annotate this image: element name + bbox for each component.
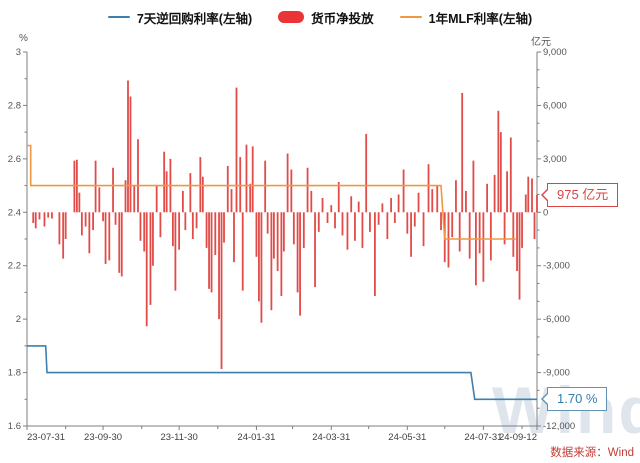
right-tick-label: 0 bbox=[543, 207, 548, 218]
legend-label: 1年MLF利率(左轴) bbox=[428, 11, 533, 26]
left-tick-label: 3 bbox=[16, 47, 21, 58]
bar-swatch-icon bbox=[278, 11, 305, 23]
bar-value-callout-text: 975 亿元 bbox=[557, 186, 609, 202]
mlf-rate-line bbox=[27, 144, 516, 240]
left-tick-label: 2.4 bbox=[8, 207, 21, 218]
left-tick-label: 1.8 bbox=[8, 368, 21, 379]
left-tick-label: 2 bbox=[16, 314, 21, 325]
left-tick-label: 2.2 bbox=[8, 261, 21, 272]
right-tick-label: -12,000 bbox=[543, 421, 575, 432]
right-tick-label: -3,000 bbox=[543, 261, 570, 272]
bar-value-callout: 975 亿元 bbox=[540, 182, 619, 207]
legend-item-repo7d[interactable]: 7天逆回购利率(左轴) bbox=[107, 8, 253, 27]
net-injection-bars bbox=[32, 80, 538, 370]
x-tick-label: 24-07-31 bbox=[464, 432, 502, 443]
repo-rate-line bbox=[27, 345, 537, 401]
line-value-callout: 1.70 % bbox=[540, 387, 608, 412]
legend-item-mlf1y[interactable]: 1年MLF利率(左轴) bbox=[399, 8, 533, 27]
legend-label: 货币净投放 bbox=[311, 11, 374, 26]
x-tick-label: 24-09-12 bbox=[499, 432, 537, 443]
legend: 7天逆回购利率(左轴) 货币净投放 1年MLF利率(左轴) bbox=[0, 6, 640, 28]
right-axis-unit-label: 亿元 bbox=[531, 37, 551, 48]
left-tick-label: 2.8 bbox=[8, 100, 21, 111]
right-tick-label: 9,000 bbox=[543, 47, 567, 58]
x-tick-label: 23-09-30 bbox=[84, 432, 122, 443]
left-axis-unit-label: % bbox=[19, 33, 28, 44]
x-tick-label: 23-11-30 bbox=[160, 432, 197, 443]
right-tick-label: 6,000 bbox=[543, 100, 567, 111]
left-tick-label: 1.6 bbox=[8, 421, 21, 432]
line-swatch-icon bbox=[107, 15, 130, 19]
x-tick-label: 24-01-31 bbox=[237, 432, 275, 443]
data-source-note: 数据来源：Wind bbox=[550, 447, 634, 459]
x-tick-label: 24-03-31 bbox=[312, 432, 350, 443]
x-tick-label: 24-05-31 bbox=[388, 432, 426, 443]
line-value-callout-text: 1.70 % bbox=[557, 391, 598, 407]
legend-label: 7天逆回购利率(左轴) bbox=[136, 11, 253, 26]
line-swatch-icon bbox=[399, 15, 422, 19]
legend-item-net-injection[interactable]: 货币净投放 bbox=[278, 8, 374, 27]
right-tick-label: 3,000 bbox=[543, 154, 567, 165]
x-tick-label: 23-07-31 bbox=[27, 432, 65, 443]
right-tick-label: -9,000 bbox=[543, 368, 570, 379]
right-tick-label: -6,000 bbox=[543, 314, 570, 325]
left-tick-label: 2.6 bbox=[8, 154, 21, 165]
